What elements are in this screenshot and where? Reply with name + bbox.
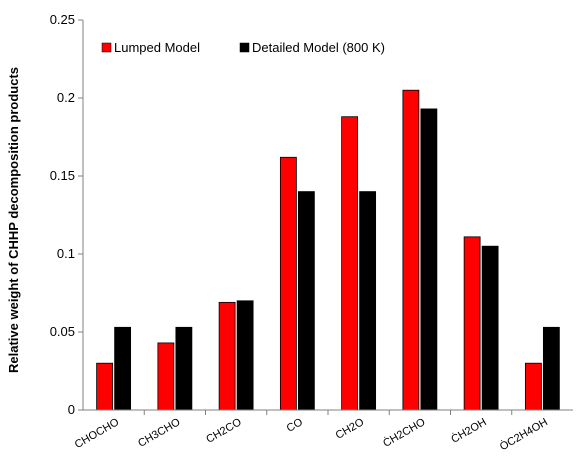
legend-swatch	[101, 42, 112, 53]
bar-lumped-model	[279, 156, 297, 411]
bar-lumped-model	[96, 362, 114, 411]
bar-lumped-model	[157, 342, 175, 411]
legend: Lumped Model Detailed Model (800 K)	[101, 40, 385, 55]
x-category-label: CH2CO	[204, 416, 244, 446]
legend-swatch	[239, 42, 250, 53]
bar-detailed-model	[420, 108, 438, 411]
y-tick-label: 0.2	[57, 90, 75, 105]
bar-detailed-model	[481, 245, 499, 411]
bar-detailed-model	[297, 191, 315, 411]
x-category-label: CH2O	[334, 416, 367, 442]
y-tick-label: 0	[68, 402, 75, 417]
y-tick-label: 0.25	[50, 12, 75, 27]
y-tick-label: 0.15	[50, 168, 75, 183]
x-axis-ticks: CHOCHO CH3CHO CH2CO CO CH2O ĊH2CHO ĊH2OH ȮC2H4O…	[73, 410, 550, 453]
bar-lumped-model	[524, 362, 542, 411]
bar-detailed-model	[359, 191, 377, 411]
x-category-label: CH3CHO	[136, 416, 183, 450]
y-axis-ticks: 0 0.05 0.1 0.15 0.2 0.25	[50, 12, 83, 417]
y-tick-label: 0.05	[50, 324, 75, 339]
bar-detailed-model	[236, 300, 254, 411]
x-category-label: ȮC2H4OH	[497, 415, 550, 453]
y-tick-label: 0.1	[57, 246, 75, 261]
bars	[96, 89, 560, 411]
bar-lumped-model	[341, 116, 359, 411]
bar-detailed-model	[542, 326, 560, 411]
legend-label: Lumped Model	[114, 40, 200, 55]
bar-lumped-model	[402, 89, 420, 411]
x-category-label: CO	[285, 416, 306, 435]
x-category-label: ĊH2OH	[449, 415, 489, 446]
x-category-label: ĊH2CHO	[381, 415, 428, 450]
bar-detailed-model	[175, 326, 193, 411]
legend-label: Detailed Model (800 K)	[252, 40, 385, 55]
y-axis-label: Relative weight of CHHP decomposition pr…	[6, 67, 21, 373]
bar-lumped-model	[218, 301, 236, 411]
bar-detailed-model	[114, 326, 132, 411]
bar-lumped-model	[463, 236, 481, 411]
x-category-label: CHOCHO	[73, 416, 122, 451]
